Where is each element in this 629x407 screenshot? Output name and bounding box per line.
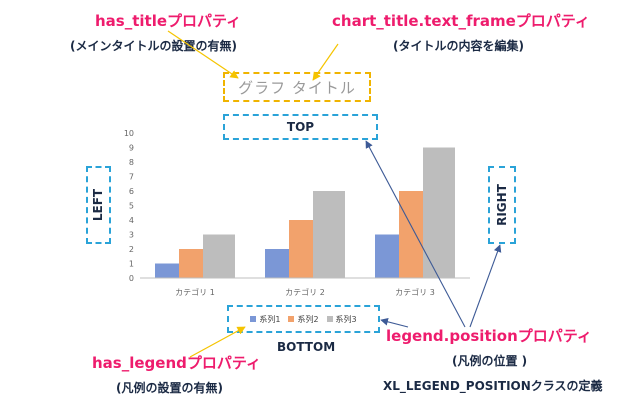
title-text-frame-arrow — [312, 43, 339, 81]
legend-position-arrow-bottom — [380, 318, 409, 328]
bar — [203, 234, 235, 278]
x-tick-label: カテゴリ 1 — [175, 287, 215, 297]
legend-swatch — [288, 316, 295, 322]
legend-position-arrow-top — [365, 140, 466, 328]
legend-item: 系列1 — [250, 314, 280, 325]
legend-position-left: LEFT — [86, 166, 111, 244]
legend-position-arrow-right — [469, 244, 502, 328]
chart-title-text-frame-label: chart_title.text_frameプロパティ — [332, 12, 590, 30]
y-tick-label: 4 — [129, 216, 134, 225]
legend-position-property-label: legend.positionプロパティ — [386, 327, 592, 345]
y-tick-label: 5 — [129, 202, 134, 211]
legend-position-right: RIGHT — [488, 166, 516, 244]
bottom-label: BOTTOM — [277, 340, 336, 354]
legend-item: 系列3 — [326, 314, 357, 325]
legend-swatch — [250, 316, 257, 322]
chart-title: グラフ タイトル — [238, 78, 356, 97]
y-tick-label: 1 — [129, 260, 134, 269]
legend-swatch — [326, 316, 333, 322]
y-tick-label: 7 — [129, 173, 134, 182]
y-tick-label: 8 — [129, 158, 134, 167]
x-tick-label: カテゴリ 3 — [395, 287, 435, 297]
has-legend-desc: (凡例の設置の有無) — [116, 381, 223, 395]
legend-position-bottom: 系列1 系列2 系列3 — [227, 305, 380, 333]
legend-position-top: TOP — [223, 114, 378, 140]
chart-title-text-frame-desc: (タイトルの内容を編集) — [393, 39, 524, 53]
y-tick-label: 10 — [124, 129, 134, 138]
bar — [313, 191, 345, 278]
x-tick-label: カテゴリ 2 — [285, 287, 325, 297]
bar — [423, 147, 455, 278]
y-tick-label: 6 — [129, 187, 134, 196]
has-title-label: has_titleプロパティ — [95, 12, 242, 30]
has-legend-label: has_legendプロパティ — [92, 354, 261, 372]
chart-title-box: グラフ タイトル — [223, 72, 371, 102]
legend-item: 系列2 — [288, 314, 319, 325]
top-label: TOP — [286, 120, 315, 134]
legend-position-enum: XL_LEGEND_POSITIONクラスの定義 — [383, 379, 603, 393]
has-legend-arrow — [189, 326, 246, 358]
y-tick-label: 9 — [129, 144, 134, 153]
y-tick-label: 2 — [129, 245, 134, 254]
has-title-arrow — [167, 30, 239, 79]
legend-label: 系列3 — [335, 314, 357, 324]
y-tick-label: 3 — [129, 231, 134, 240]
legend-label: 系列2 — [297, 314, 319, 324]
legend-label: 系列1 — [259, 314, 281, 324]
legend: 系列1 系列2 系列3 — [229, 307, 378, 331]
y-tick-label: 0 — [129, 274, 134, 283]
legend-position-desc: (凡例の位置 ) — [452, 354, 528, 368]
